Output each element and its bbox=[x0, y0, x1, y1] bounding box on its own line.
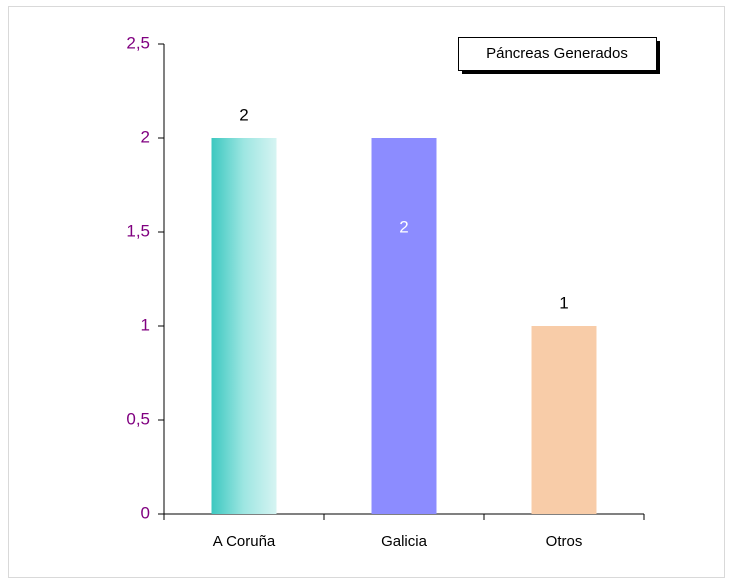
bar bbox=[211, 138, 277, 514]
bar bbox=[371, 138, 437, 514]
y-tick-label: 2,5 bbox=[126, 33, 150, 52]
chart-border bbox=[8, 6, 725, 578]
legend-box bbox=[458, 37, 657, 71]
x-tick-label: Otros bbox=[546, 533, 583, 550]
value-label: 2 bbox=[399, 217, 408, 236]
x-tick-label: A Coruña bbox=[213, 533, 276, 550]
y-tick-label: 2 bbox=[141, 127, 150, 146]
y-tick-label: 1 bbox=[141, 315, 150, 334]
value-label: 1 bbox=[559, 293, 568, 312]
legend-label: Páncreas Generados bbox=[486, 45, 628, 62]
y-tick-label: 0 bbox=[141, 503, 150, 522]
value-label: 2 bbox=[239, 105, 248, 124]
y-tick-label: 1,5 bbox=[126, 221, 150, 240]
x-tick-label: Galicia bbox=[381, 533, 428, 550]
bar bbox=[531, 326, 597, 514]
y-tick-label: 0,5 bbox=[126, 409, 150, 428]
